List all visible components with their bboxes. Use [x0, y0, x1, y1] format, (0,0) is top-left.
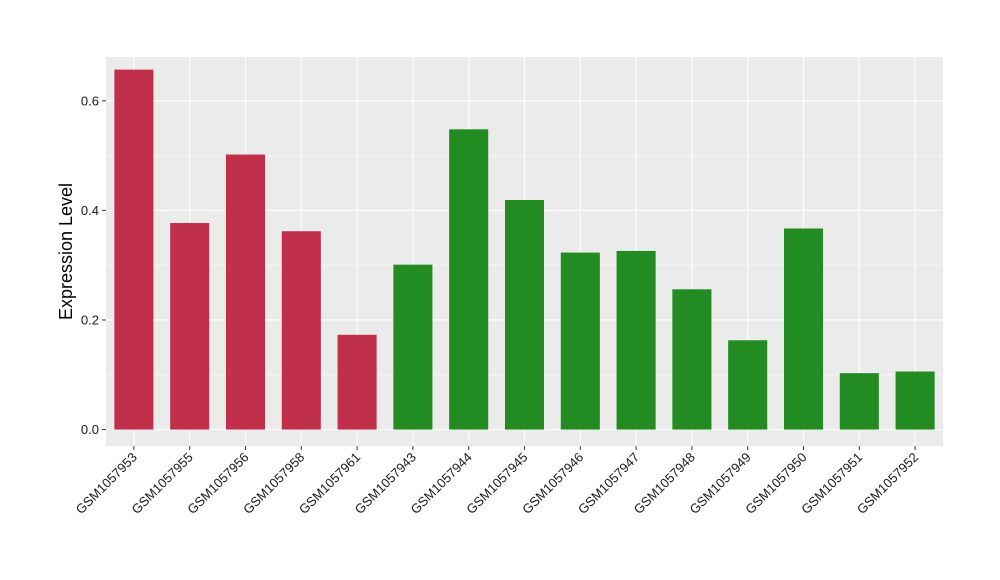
bar-GSM1057949 [728, 340, 768, 430]
bar-GSM1057961 [337, 334, 377, 430]
bar-GSM1057958 [281, 231, 321, 430]
bar-GSM1057951 [839, 373, 879, 430]
x-axis: GSM1057953GSM1057955GSM1057956GSM1057958… [73, 446, 921, 517]
bar-GSM1057953 [114, 69, 154, 430]
y-tick-label: 0.0 [81, 422, 99, 437]
y-axis-title: Expression Level [56, 183, 76, 320]
bar-GSM1057948 [672, 289, 712, 430]
bars [114, 69, 935, 430]
bar-GSM1057945 [504, 199, 545, 430]
bar-GSM1057944 [449, 129, 489, 430]
y-tick-label: 0.6 [81, 93, 99, 108]
bar-GSM1057946 [560, 252, 600, 430]
bar-GSM1057947 [616, 250, 656, 430]
y-tick-label: 0.4 [81, 203, 99, 218]
bar-GSM1057956 [225, 154, 266, 430]
y-axis: 0.0 0.2 0.4 0.6 [81, 93, 106, 437]
bar-GSM1057955 [170, 223, 210, 430]
y-tick-label: 0.2 [81, 312, 99, 327]
bar-GSM1057950 [783, 228, 824, 430]
bar-GSM1057943 [393, 264, 433, 430]
bar-GSM1057952 [895, 371, 935, 430]
